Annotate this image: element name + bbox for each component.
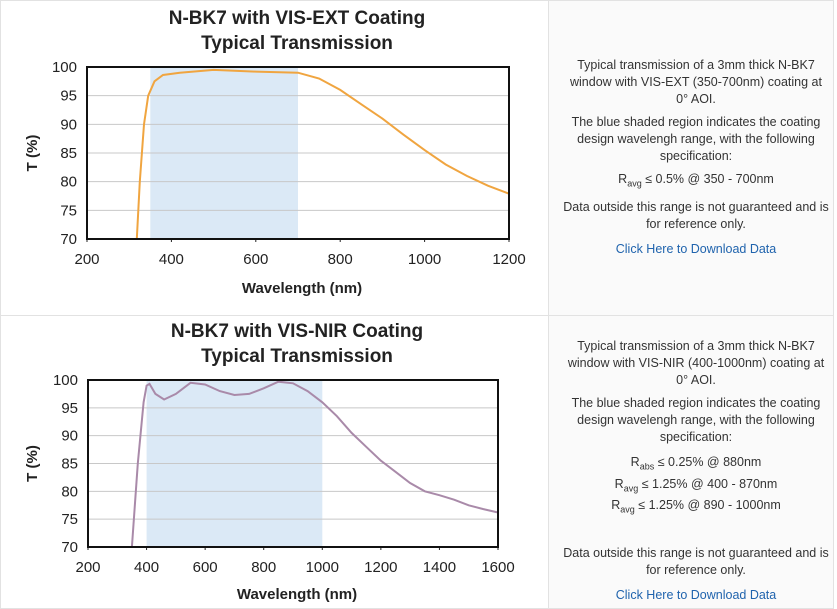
spec-text: ≤ 0.5% @ 350 - 700nm <box>645 172 774 186</box>
y-axis-label: T (%) <box>24 445 41 482</box>
x-tick-label: 1400 <box>423 559 456 576</box>
spec-subscript: abs <box>639 461 655 472</box>
spec-symbol: R <box>614 476 624 491</box>
x-tick-label: 200 <box>74 251 99 268</box>
spec-list: Ravg ≤ 0.5% @ 350 - 700nm <box>563 171 829 193</box>
spec-subscript: avg <box>627 178 642 189</box>
note-text: Data outside this range is not guarantee… <box>563 199 829 231</box>
y-tick-label: 100 <box>52 59 77 76</box>
y-tick-label: 95 <box>60 88 77 105</box>
x-tick-label: 800 <box>251 559 276 576</box>
plot-frame <box>86 66 510 240</box>
spec-list: Rabs ≤ 0.25% @ 880nm Ravg ≤ 1.25% @ 400 -… <box>563 454 829 519</box>
spec: Ravg ≤ 1.25% @ 890 - 1000nm <box>563 497 829 519</box>
x-tick-label: 1000 <box>306 559 339 576</box>
spec-text: ≤ 1.25% @ 890 - 1000nm <box>638 498 781 512</box>
download-link[interactable]: Click Here to Download Data <box>615 587 777 602</box>
description-text: Typical transmission of a 3mm thick N-BK… <box>567 339 825 387</box>
description-text: Typical transmission of a 3mm thick N-BK… <box>570 58 822 106</box>
y-tick-label: 80 <box>60 174 77 191</box>
chart: N-BK7 with VIS-NIR Coating Typical Transm… <box>24 321 515 603</box>
plot-frame <box>87 379 499 548</box>
chart-title: N-BK7 with VIS-NIR Coating <box>171 321 423 342</box>
x-tick-label: 600 <box>243 251 268 268</box>
spec-subscript: avg <box>623 483 639 493</box>
chart-cell: N-BK7 with VIS-NIR Coating Typical Transm… <box>0 315 549 609</box>
spec-symbol: R <box>618 172 628 186</box>
y-tick-label: 90 <box>61 428 78 445</box>
x-tick-label: 600 <box>193 559 218 576</box>
spec-symbol: R <box>630 455 640 469</box>
spec: Ravg ≤ 1.25% @ 400 - 870nm <box>563 476 829 498</box>
y-tick-label: 100 <box>53 372 78 389</box>
spec: Ravg ≤ 0.5% @ 350 - 700nm <box>563 171 829 193</box>
y-axis-label: T (%) <box>24 135 41 172</box>
chart-title: N-BK7 with VIS-EXT Coating <box>169 8 426 29</box>
chart-cell: N-BK7 with VIS-EXT Coating Typical Transm… <box>0 0 549 316</box>
description-panel: Typical transmission of a 3mm thick N-BK… <box>548 315 834 609</box>
chart: N-BK7 with VIS-EXT Coating Typical Transm… <box>24 8 526 297</box>
x-tick-label: 1600 <box>481 559 514 576</box>
x-axis-label: Wavelength (nm) <box>242 280 362 297</box>
spec-subscript: avg <box>620 504 635 515</box>
chart-subtitle: Typical Transmission <box>201 346 393 367</box>
note-text: Data outside this range is not guarantee… <box>563 545 829 577</box>
x-axis-label: Wavelength (nm) <box>237 586 357 603</box>
x-tick-label: 800 <box>328 251 353 268</box>
data-line <box>130 380 499 548</box>
x-tick-label: 1200 <box>492 251 525 268</box>
y-tick-label: 80 <box>61 483 78 500</box>
x-tick-label: 1200 <box>364 559 397 576</box>
spec-symbol: R <box>611 498 621 512</box>
y-tick-label: 75 <box>61 511 78 528</box>
y-tick-label: 90 <box>60 116 77 133</box>
x-tick-label: 200 <box>75 559 100 576</box>
download-link[interactable]: Click Here to Download Data <box>615 241 777 256</box>
chart-subtitle: Typical Transmission <box>201 33 393 54</box>
y-tick-label: 70 <box>60 231 77 248</box>
data-line <box>135 68 510 240</box>
spec-text: ≤ 0.25% @ 880nm <box>657 455 762 469</box>
description-text: The blue shaded region indicates the coa… <box>571 115 821 163</box>
x-tick-label: 1000 <box>408 251 441 268</box>
y-tick-label: 70 <box>61 539 78 556</box>
y-tick-label: 85 <box>60 145 77 162</box>
spec: Rabs ≤ 0.25% @ 880nm <box>563 454 829 476</box>
y-tick-label: 95 <box>61 400 78 417</box>
y-tick-label: 85 <box>61 456 78 473</box>
x-tick-label: 400 <box>134 559 159 576</box>
x-tick-label: 400 <box>159 251 184 268</box>
description-panel: Typical transmission of a 3mm thick N-BK… <box>548 0 834 316</box>
y-tick-label: 75 <box>60 202 77 219</box>
spec-text: ≤ 1.25% @ 400 - 870nm <box>641 476 778 491</box>
description-text: The blue shaded region indicates the coa… <box>571 396 821 444</box>
